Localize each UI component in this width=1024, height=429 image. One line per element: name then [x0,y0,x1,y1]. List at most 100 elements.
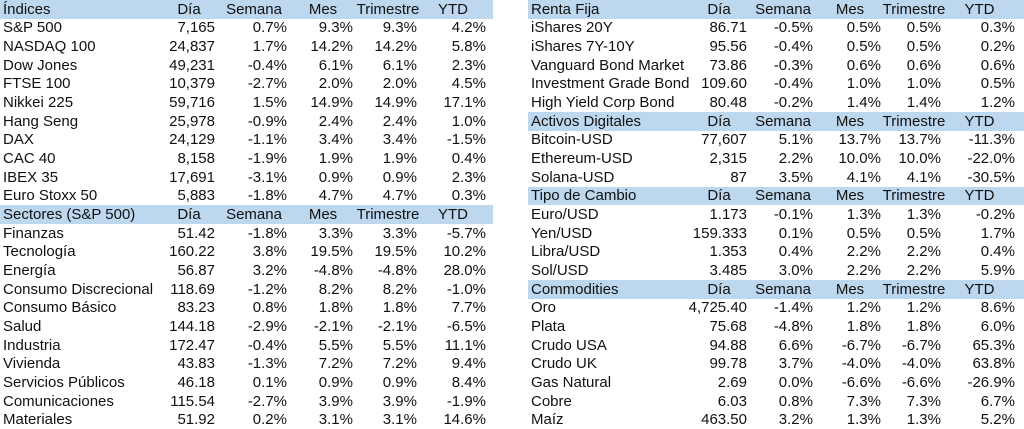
asset-value: 159.333 [692,224,747,242]
asset-value: -2.1% [377,317,417,335]
asset-name: Vivienda [3,355,61,373]
asset-value: 172.47 [169,336,215,354]
asset-value: 10.0% [898,150,941,168]
table-row: Dow Jones 49,231 -0.4% 6.1% 6.1% 2.3% [0,56,493,75]
table-row: High Yield Corp Bond 80.48 -0.2% 1.4% 1.4% 1.… [528,93,1024,112]
column-header: Semana [755,112,811,130]
table-row: Finanzas 51.42 -1.8% 3.3% 3.3% -5.7% [0,224,493,243]
asset-value: -0.4% [247,336,287,354]
asset-value: 3.8% [252,243,287,261]
table-row: Investment Grade Bond 109.60 -0.4% 1.0% 1.0%… [528,75,1024,94]
asset-value: 1.3% [906,206,941,224]
asset-value: 6.1% [318,56,353,74]
asset-name: Energía [3,262,56,280]
asset-value: 14.9% [310,94,353,112]
asset-name: Consumo Discrecional [3,280,154,298]
asset-value: -0.3% [773,56,813,74]
asset-value: 3.9% [318,392,353,410]
table-row: FTSE 100 10,379 -2.7% 2.0% 2.0% 4.5% [0,75,493,94]
asset-name: Consumo Básico [3,299,117,317]
section-title: Sectores (S&P 500) [3,206,136,224]
asset-value: 1.0% [846,75,881,93]
table-row: Tecnología 160.22 3.8% 19.5% 19.5% 10.2% [0,243,493,262]
asset-value: 1.3% [906,411,941,429]
asset-name: Solana-USD [531,168,615,186]
table-row: Salud 144.18 -2.9% -2.1% -2.1% -6.5% [0,317,493,336]
asset-name: iShares 7Y-10Y [531,38,635,56]
asset-value: 1.0% [906,75,941,93]
asset-value: -4.0% [901,355,941,373]
asset-value: 5.9% [980,262,1015,280]
table-row: Energía 56.87 3.2% -4.8% -4.8% 28.0% [0,261,493,280]
asset-value: 51.92 [177,411,215,429]
asset-value: 2.3% [451,168,486,186]
section-title: Commodities [531,280,619,298]
asset-value: 63.8% [972,355,1015,373]
asset-value: 7.3% [846,392,881,410]
asset-value: 7.2% [382,355,417,373]
asset-value: -4.0% [841,355,881,373]
asset-value: 13.7% [898,131,941,149]
asset-value: 3.3% [382,224,417,242]
asset-value: 9.3% [318,19,353,37]
asset-name: Hang Seng [3,112,79,130]
asset-value: -6.7% [901,336,941,354]
column-header: Trimestre [882,187,946,205]
section-header-row: Índices Día Semana Mes Trimestre YTD [0,0,493,19]
column-header: Semana [755,0,811,18]
asset-value: 0.4% [980,243,1015,261]
section-title: Renta Fija [531,0,600,18]
asset-name: IBEX 35 [3,168,59,186]
asset-name: Comunicaciones [3,392,114,410]
asset-value: 0.5% [906,224,941,242]
asset-value: 24,129 [169,131,215,149]
asset-value: -5.7% [446,224,486,242]
asset-value: 17.1% [443,94,486,112]
asset-value: -4.8% [377,262,417,280]
asset-value: 5.1% [778,131,813,149]
column-header: Mes [835,112,865,130]
asset-value: 10.2% [443,243,486,261]
asset-name: Yen/USD [531,224,593,242]
table-row: Crudo USA 94.88 6.6% -6.7% -6.7% 65.3% [528,336,1024,355]
asset-value: 5.2% [980,411,1015,429]
table-row: Vivienda 43.83 -1.3% 7.2% 7.2% 9.4% [0,354,493,373]
asset-value: -0.9% [247,112,287,130]
table-row: Nikkei 225 59,716 1.5% 14.9% 14.9% 17.1% [0,93,493,112]
asset-name: Plata [531,317,566,335]
asset-value: 7.2% [318,355,353,373]
asset-value: 0.5% [846,224,881,242]
table-row: S&P 500 7,165 0.7% 9.3% 9.3% 4.2% [0,19,493,38]
asset-value: -0.2% [773,94,813,112]
asset-value: 3.1% [382,411,417,429]
asset-name: High Yield Corp Bond [531,94,675,112]
asset-value: 1.2% [980,94,1015,112]
asset-value: -1.0% [446,280,486,298]
table-row: Sol/USD 3.485 3.0% 2.2% 2.2% 5.9% [528,261,1024,280]
column-header: Trimestre [882,0,946,18]
asset-value: 115.54 [170,392,215,410]
table-row: iShares 7Y-10Y 95.56 -0.4% 0.5% 0.5% 0.2% [528,37,1024,56]
asset-value: -2.1% [313,317,353,335]
column-header: Trimestre [356,0,420,18]
asset-value: 1.0% [451,112,486,130]
asset-value: -1.1% [247,131,287,149]
table-row: Gas Natural 2.69 0.0% -6.6% -6.6% -26.9% [528,373,1024,392]
table-row: iShares 20Y 86.71 -0.5% 0.5% 0.5% 0.3% [528,19,1024,38]
asset-name: Maíz [531,411,564,429]
asset-value: 19.5% [310,243,353,261]
asset-value: 8,158 [177,150,215,168]
asset-value: 4.7% [382,187,417,205]
asset-value: 2.0% [382,75,417,93]
asset-value: 0.4% [778,243,813,261]
asset-value: -30.5% [967,168,1015,186]
asset-value: 99.78 [709,355,747,373]
table-row: Vanguard Bond Market 73.86 -0.3% 0.6% 0.6% 0.… [528,56,1024,75]
asset-value: 14.2% [374,38,417,56]
asset-value: -0.4% [247,56,287,74]
asset-value: 0.2% [252,411,287,429]
table-row: Consumo Discrecional 118.69 -1.2% 8.2% 8.2% -… [0,280,493,299]
section-header-row: Activos Digitales Día Semana Mes Trimestre YT… [528,111,1024,131]
asset-value: 94.88 [709,336,747,354]
